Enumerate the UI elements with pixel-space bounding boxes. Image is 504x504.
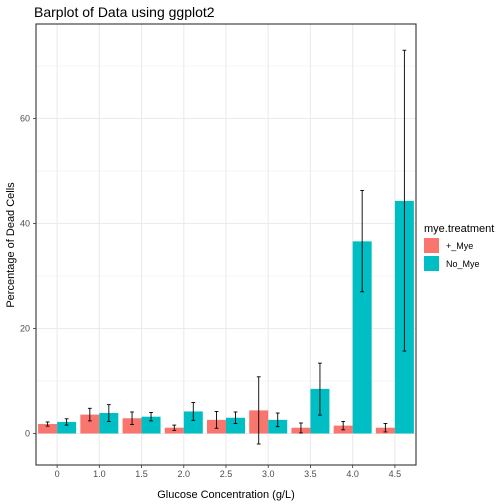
legend-label: No_Mye bbox=[446, 259, 480, 269]
x-tick-label: 4.0 bbox=[346, 469, 359, 479]
bar-No_Mye-1.5 bbox=[141, 416, 161, 434]
bar-No_Mye-2.5 bbox=[226, 417, 245, 434]
bars bbox=[38, 200, 414, 434]
x-tick-label: 3.0 bbox=[262, 469, 275, 479]
bar-No_Mye-1.0 bbox=[99, 413, 119, 434]
y-tick-label: 40 bbox=[20, 219, 30, 229]
x-tick-label: 2.0 bbox=[178, 469, 191, 479]
x-tick-label: 1.0 bbox=[93, 469, 106, 479]
bar-+_Mye-1.5 bbox=[122, 418, 142, 434]
y-tick-label: 0 bbox=[25, 429, 30, 439]
y-axis-ticks: 0 20 40 60 bbox=[20, 114, 36, 439]
bar-No_Mye-4.0 bbox=[352, 241, 372, 434]
bar-No_Mye-2.0 bbox=[183, 411, 203, 434]
x-axis-ticks: 0 1.0 1.5 2.0 2.5 3.0 3.5 4.0 4.5 bbox=[55, 465, 402, 479]
legend-label: +_Mye bbox=[446, 241, 473, 251]
gridlines bbox=[36, 24, 416, 465]
y-tick-label: 20 bbox=[20, 324, 30, 334]
chart-title: Barplot of Data using ggplot2 bbox=[34, 4, 215, 20]
bar-No_Mye-0 bbox=[57, 421, 77, 434]
x-tick-label: 1.5 bbox=[135, 469, 148, 479]
x-tick-label: 3.5 bbox=[304, 469, 317, 479]
legend: mye.treatment +_Mye No_Mye bbox=[424, 223, 494, 271]
x-tick-label: 4.5 bbox=[389, 469, 402, 479]
bar-+_Mye-0 bbox=[38, 424, 58, 434]
x-tick-label: 0 bbox=[55, 469, 60, 479]
legend-title: mye.treatment bbox=[424, 223, 494, 235]
error-bars bbox=[45, 49, 407, 445]
bar-+_Mye-1.0 bbox=[80, 414, 100, 434]
y-tick-label: 60 bbox=[20, 114, 30, 124]
legend-key-+_Mye bbox=[424, 238, 439, 253]
x-axis-title: Glucose Concentration (g/L) bbox=[157, 489, 295, 501]
legend-key-No_Mye bbox=[424, 256, 439, 271]
plot-border bbox=[35, 23, 417, 466]
x-tick-label: 2.5 bbox=[220, 469, 233, 479]
y-axis-title: Percentage of Dead Cells bbox=[5, 182, 17, 308]
